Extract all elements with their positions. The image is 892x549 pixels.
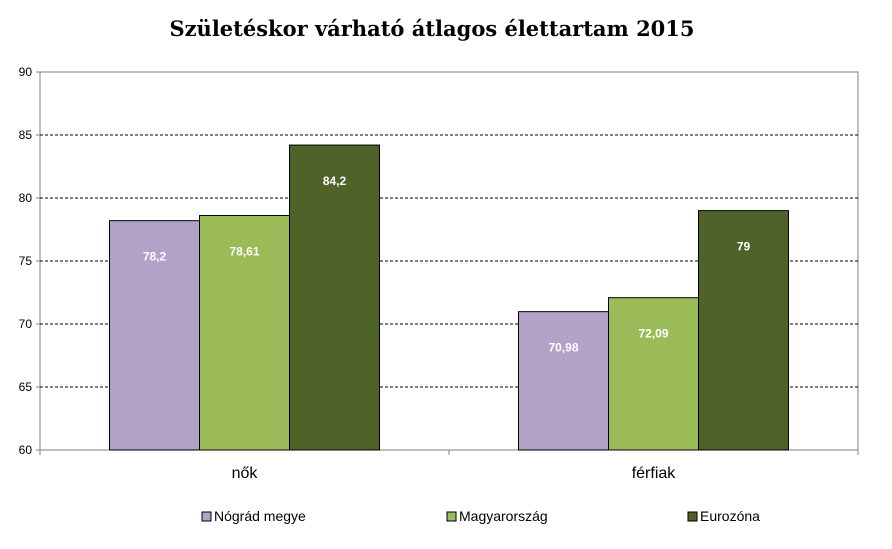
y-tick-label: 65: [19, 380, 33, 394]
bar-euroz-na-1: [698, 210, 789, 451]
x-category-label: férfiak: [632, 465, 677, 482]
x-axis: nők férfiak: [39, 450, 859, 482]
data-label: 78,2: [143, 250, 167, 264]
data-label: 79: [737, 240, 751, 254]
y-axis: 60 65 70 75 80 85 90: [19, 65, 40, 457]
bar-n-gr-d-megye-0: [109, 220, 200, 451]
bar-euroz-na-0: [289, 144, 380, 451]
y-tick-label: 80: [19, 191, 33, 205]
legend-label: Eurozóna: [700, 508, 760, 524]
chart-title: Születéskor várható átlagos élettartam 2…: [169, 16, 694, 41]
bar-n-gr-d-megye-1: [518, 311, 609, 451]
x-category-label: nők: [232, 465, 259, 482]
y-tick-label: 90: [19, 65, 33, 79]
y-tick-label: 85: [19, 128, 33, 142]
legend-swatch: [446, 511, 457, 522]
legend-swatch: [201, 511, 212, 522]
bar-magyarorsz-g-1: [608, 297, 699, 451]
y-tick-label: 70: [19, 317, 33, 331]
bar-magyarorsz-g-0: [199, 215, 290, 451]
y-tick-label: 60: [19, 443, 33, 457]
data-label: 70,98: [548, 341, 578, 355]
y-tick-label: 75: [19, 254, 33, 268]
bars: 78,2 78,61 84,2 70,98 72,09 79: [109, 144, 789, 451]
legend-label: Nógrád megye: [214, 508, 306, 524]
legend-swatch: [687, 511, 698, 522]
legend-label: Magyarország: [459, 508, 548, 524]
data-label: 72,09: [638, 327, 668, 341]
data-label: 78,61: [229, 245, 259, 259]
data-label: 84,2: [323, 174, 347, 188]
legend: Nógrád megye Magyarország Eurozóna: [201, 508, 760, 524]
